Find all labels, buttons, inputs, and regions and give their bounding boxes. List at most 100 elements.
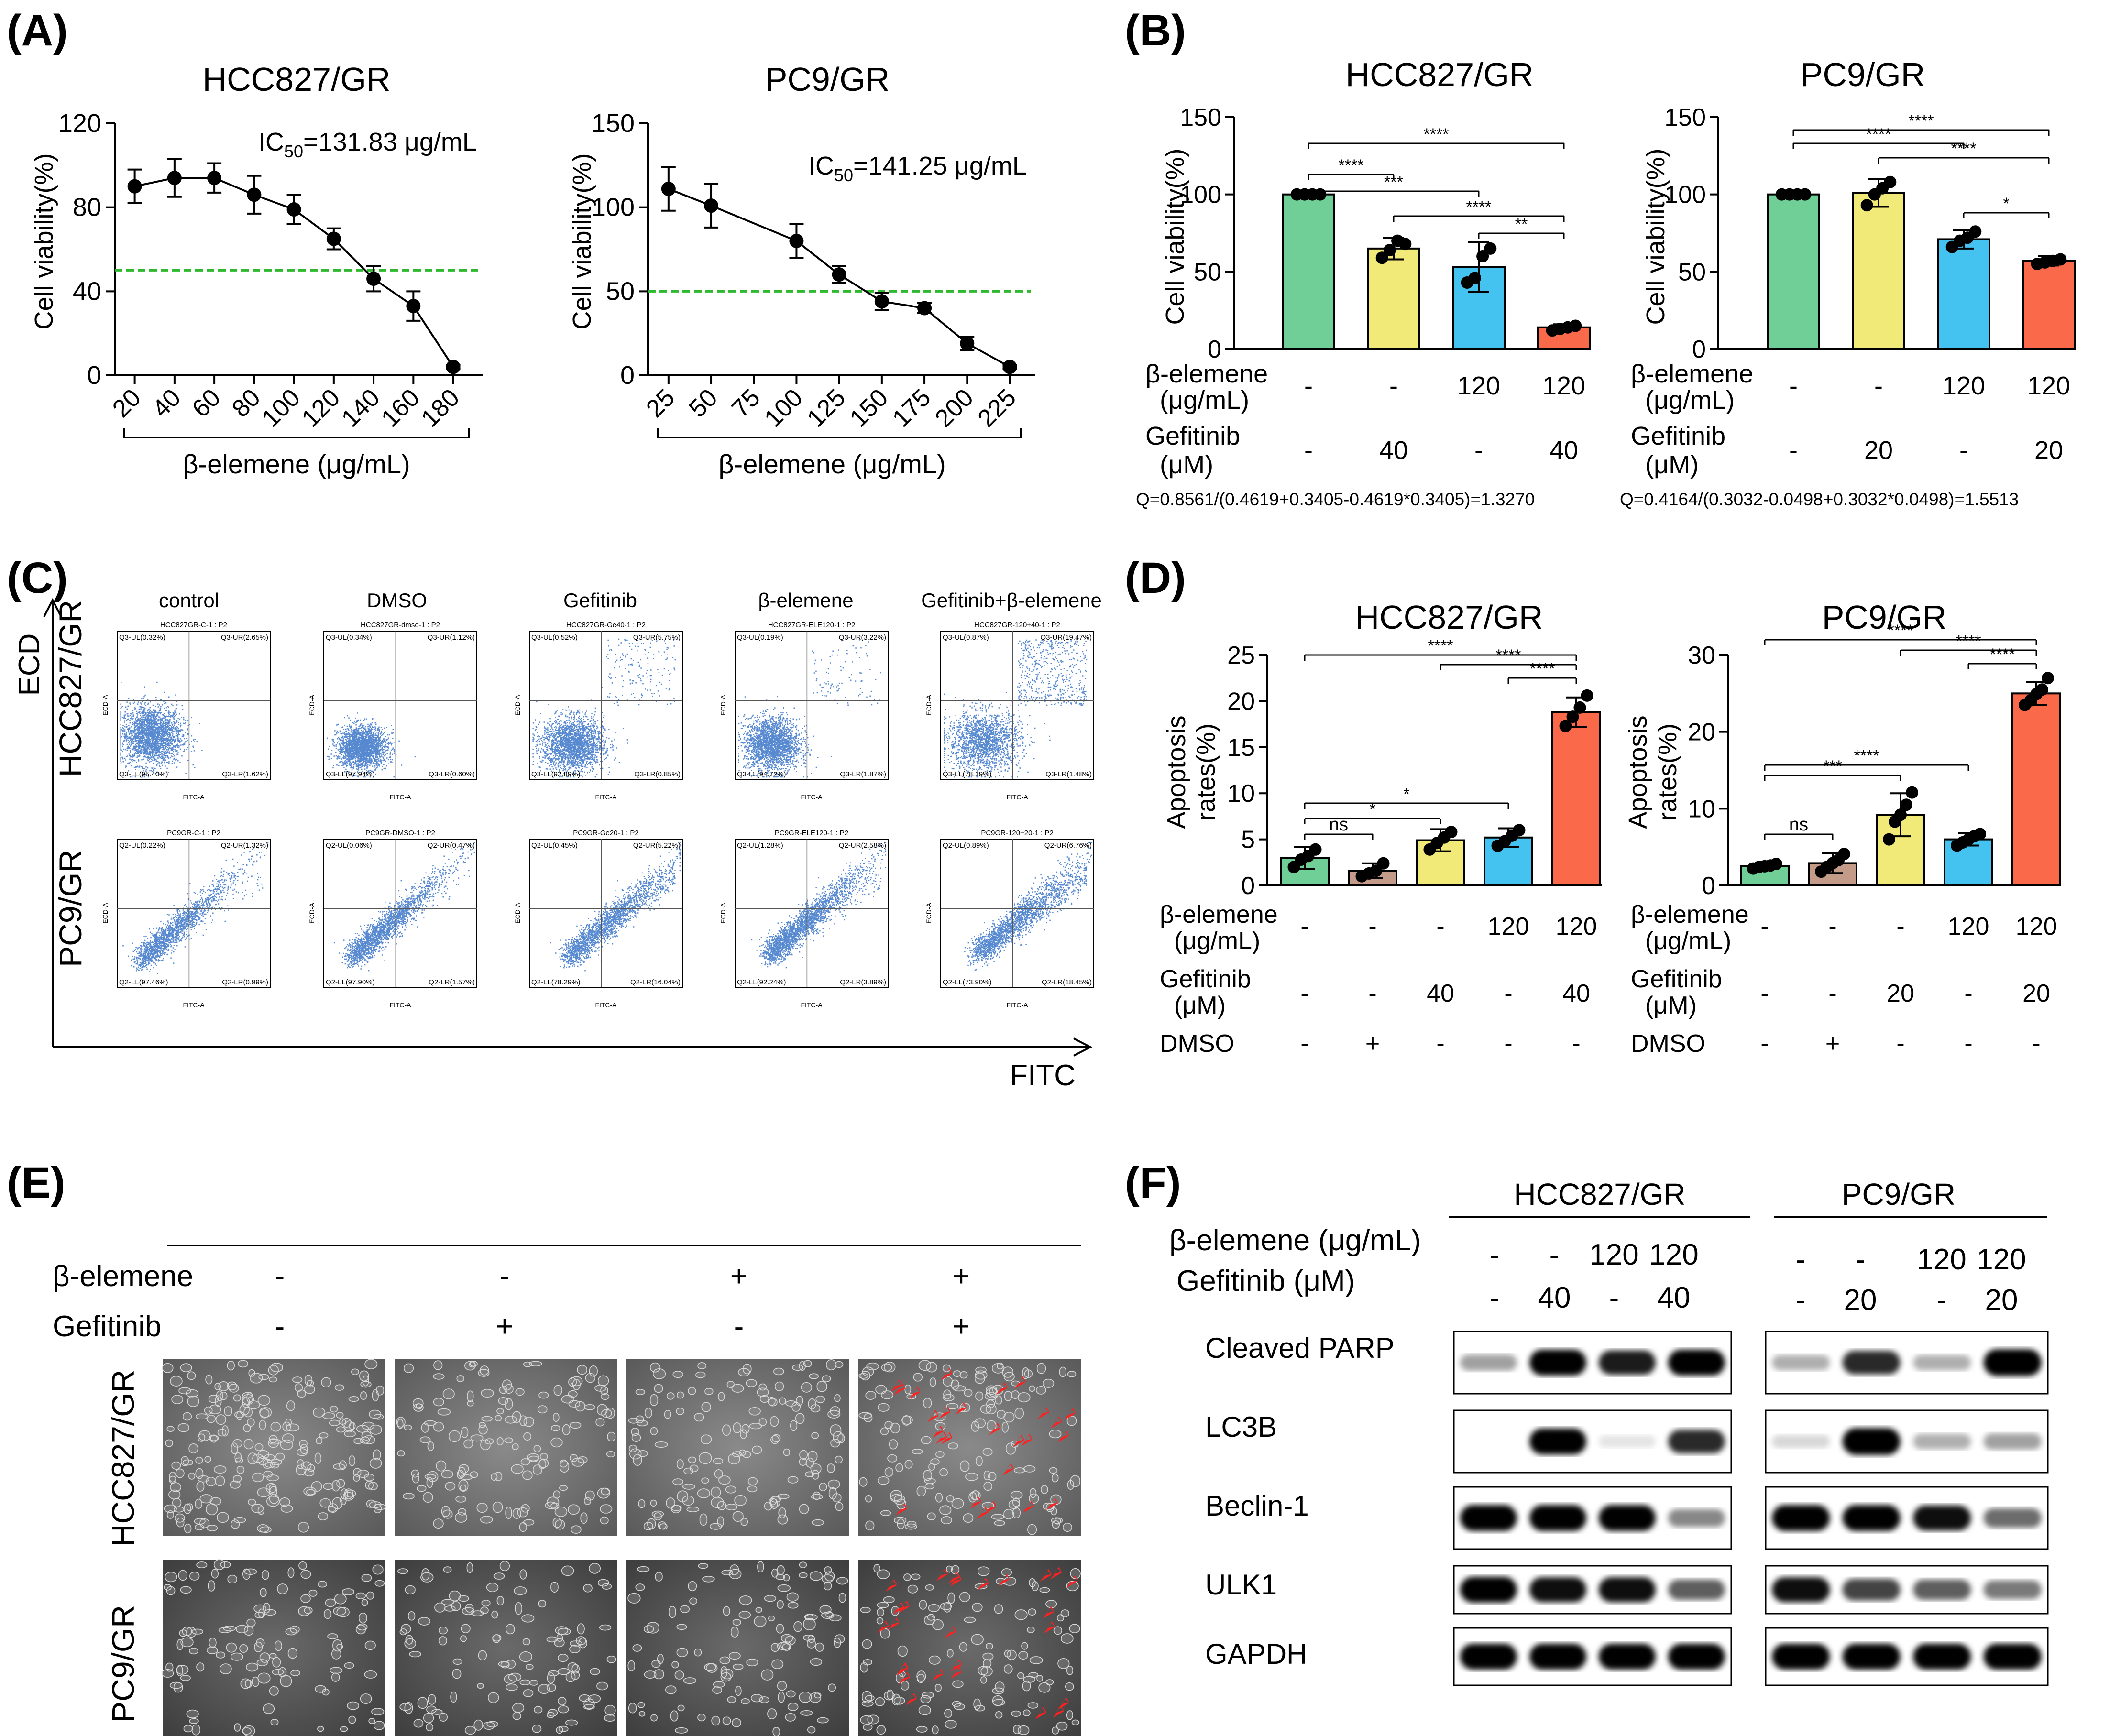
red-arrowhead	[1050, 1567, 1062, 1580]
y-tick-label: 10	[1227, 780, 1255, 808]
protein-band	[1842, 1643, 1901, 1670]
row-label-pc9: PC9/GR	[105, 1605, 141, 1723]
significance-label: *	[1369, 800, 1375, 819]
pc9-elemene-sign: -	[1796, 1243, 1806, 1276]
column-label-combo: Gefitinib+β-elemene	[921, 589, 1102, 611]
protein-band	[1460, 1505, 1517, 1531]
y-axis-name: ECD-A	[101, 695, 109, 716]
pc9-elemene-sign: 120	[1977, 1243, 2026, 1276]
x-tick-label: 125	[802, 383, 851, 432]
treatment-value: -	[1760, 980, 1769, 1007]
hcc-elemene-sign: -	[1490, 1238, 1500, 1271]
hcc-gefitinib-sign: 40	[1658, 1281, 1691, 1314]
y-axis-name: ECD-A	[308, 695, 316, 716]
treatment-value: 120	[1942, 371, 1985, 400]
quadrant-lr: Q3-LR(1.87%)	[840, 770, 886, 778]
quadrant-ur: Q3-UR(5.75%)	[633, 633, 681, 642]
event-dots	[327, 712, 416, 778]
red-arrowhead	[1037, 1407, 1049, 1419]
event-dots	[120, 681, 203, 778]
y-axis-name: ECD-A	[925, 903, 933, 924]
treatment-value: +	[1825, 1030, 1840, 1058]
x-bracket	[657, 428, 1022, 438]
treatment-value: 20	[1887, 980, 1914, 1007]
y-axis-name: ECD-A	[101, 903, 109, 924]
elemene-sign: -	[275, 1260, 285, 1293]
panel-label-d: (D)	[1125, 554, 1186, 602]
data-point	[704, 198, 719, 213]
treatment-value: -	[1572, 1030, 1580, 1058]
significance-label: ****	[1530, 660, 1555, 678]
treatment-value: 120	[1488, 913, 1529, 940]
quadrant-ul: Q3-UL(0.87%)	[943, 633, 989, 642]
plot-title: HCC827GR-Ge40-1 : P2	[566, 621, 646, 629]
replicate-point	[1860, 199, 1873, 212]
ecd-arrowhead	[43, 598, 62, 617]
x-axis-name: FITC-A	[389, 793, 411, 801]
plot-frame	[940, 631, 1094, 780]
quadrant-ur: Q2-UR(2.58%)	[839, 841, 886, 850]
treatment-value: -	[1504, 980, 1512, 1007]
quadrant-ur: Q2-UR(6.76%)	[1044, 841, 1092, 850]
x-tick-label: 100	[257, 383, 306, 432]
image-background	[395, 1359, 617, 1536]
y-tick-label: 0	[1702, 872, 1715, 900]
red-arrowhead	[1046, 1497, 1058, 1510]
quadrant-ul: Q2-UL(0.06%)	[326, 841, 372, 850]
y-tick-label: 40	[73, 277, 101, 306]
x-bracket	[123, 428, 470, 438]
data-point	[127, 179, 142, 194]
chart-title: PC9/GR	[1822, 599, 1947, 636]
gefitinib-sign: +	[496, 1310, 513, 1343]
protein-band	[1460, 1576, 1517, 1603]
red-arrowhead	[969, 1496, 981, 1509]
bar	[2011, 692, 2061, 887]
replicate-point	[1566, 710, 1579, 723]
protein-band	[1668, 1643, 1725, 1670]
y-tick-label: 120	[58, 109, 101, 138]
protein-band	[1772, 1435, 1830, 1448]
red-arrowhead	[985, 1501, 997, 1514]
replicate-point	[1569, 319, 1582, 332]
y-tick-label: 0	[620, 361, 635, 390]
red-arrowhead	[1014, 1376, 1026, 1389]
y-axis-name: ECD-A	[514, 903, 521, 924]
replicate-point	[1906, 786, 1918, 799]
plot-title: PC9GR-Ge20-1 : P2	[573, 829, 639, 837]
treatment-label-gefitinib: Gefitinib	[1145, 422, 1240, 450]
y-tick-label: 0	[87, 361, 101, 390]
y-tick-label: 0	[1241, 872, 1255, 900]
significance-label: ****	[1909, 112, 1934, 130]
panel-label-a: (A)	[7, 6, 68, 55]
red-arrowhead	[1064, 1408, 1076, 1420]
red-arrowhead	[1034, 1707, 1046, 1720]
protein-label: LC3B	[1205, 1411, 1277, 1443]
x-tick-label: 225	[973, 383, 1022, 432]
quadrant-lr: Q2-LR(1.57%)	[429, 978, 475, 986]
y-tick-label: 50	[606, 277, 635, 306]
y-tick-label: 100	[1180, 181, 1221, 209]
treatment-label-unit: (μM)	[1174, 992, 1226, 1019]
chart-title: HCC827/GR	[1346, 56, 1534, 93]
quadrant-ll: Q2-LL(73.90%)	[943, 978, 992, 986]
significance-label: ***	[1384, 173, 1403, 191]
red-arrowhead	[941, 1432, 953, 1445]
red-arrowhead	[1042, 1606, 1054, 1619]
treatment-label-elemene: β-elemene	[1160, 901, 1278, 928]
data-point	[917, 301, 932, 316]
treatment-label-unit: (μg/mL)	[1645, 927, 1731, 955]
significance-label: ****	[1466, 198, 1492, 216]
panel-f-western-blot: HCC827/GR PC9/GR β-elemene (μg/mL) Gefit…	[1169, 1177, 2049, 1686]
elemene-sign: -	[500, 1260, 510, 1293]
red-arrowhead	[905, 1693, 917, 1706]
treatment-value: -	[1828, 980, 1836, 1007]
data-point	[789, 233, 804, 248]
panel-a-pc9-chart: PC9/GR Cell viability(%) IC50=141.25 μg/…	[568, 61, 1035, 479]
red-arrowhead	[996, 1382, 1008, 1395]
red-arrowhead	[1050, 1416, 1062, 1429]
protein-label: Cleaved PARP	[1205, 1332, 1395, 1364]
row-label-hcc: HCC827/GR	[53, 600, 88, 777]
x-tick-label: 50	[684, 383, 723, 423]
